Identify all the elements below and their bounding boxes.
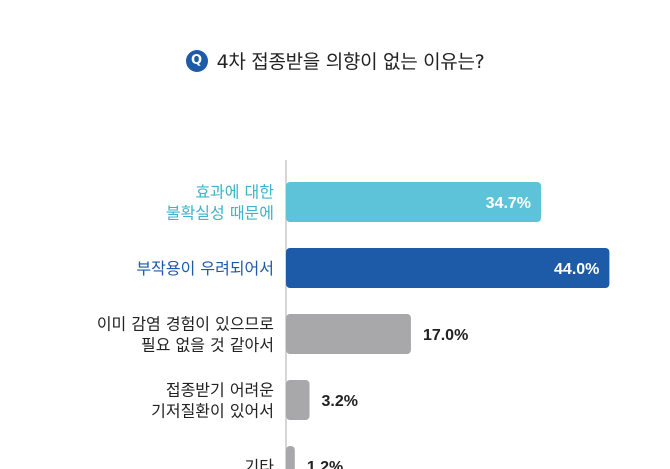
bar xyxy=(286,314,411,354)
category-label: 접종받기 어려운 xyxy=(166,381,274,400)
question-badge: Q xyxy=(185,49,208,72)
value-label: 34.7% xyxy=(486,195,531,212)
bar xyxy=(286,446,295,469)
bar xyxy=(286,380,310,420)
bar xyxy=(286,248,610,288)
category-label: 이미 감염 경험이 있으므로 xyxy=(97,315,274,334)
category-label: 효과에 대한 xyxy=(195,183,274,202)
category-label: 필요 없을 것 같아서 xyxy=(141,336,274,355)
category-label: 기타 xyxy=(245,457,275,469)
question-title: 4차 접종받을 의향이 없는 이유는? xyxy=(216,51,485,73)
value-label: 1.2% xyxy=(307,459,343,469)
category-label: 부작용이 우려되어서 xyxy=(136,259,274,278)
question-title-row: Q 4차 접종받을 의향이 없는 이유는? xyxy=(0,47,670,74)
category-label: 기저질환이 있어서 xyxy=(151,402,274,421)
value-label: 17.0% xyxy=(423,327,468,344)
value-label: 3.2% xyxy=(322,393,358,410)
value-label: 44.0% xyxy=(554,261,599,278)
category-label: 불확실성 때문에 xyxy=(166,204,274,223)
bar xyxy=(286,182,542,222)
